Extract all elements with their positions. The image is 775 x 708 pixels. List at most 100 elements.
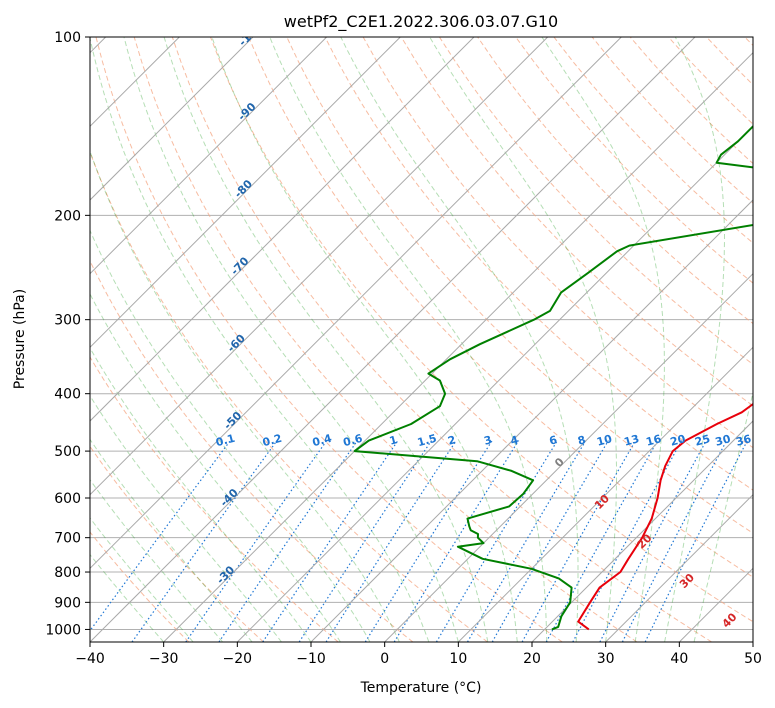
x-tick-label: −20 [223,651,253,667]
x-tick-label: 40 [670,651,688,667]
mixing-ratio-line [393,440,520,642]
y-axis-ticks: 1000 900 800 700 600 500 400 300 200 100 [45,30,90,638]
mixing-ratio-line [644,440,748,642]
x-tick-label: −10 [296,651,326,667]
isotherm-label: -70 [228,254,251,277]
y-tick-label: 300 [54,313,81,329]
moist-adiabat [664,37,725,642]
moist-adiabat [163,37,489,642]
mixing-ratio-line [491,440,609,642]
moist-adiabat-label: 40 [720,610,740,630]
isotherm [90,37,475,422]
mixing-ratio-label: 20 [669,432,687,449]
x-tick-label: −30 [149,651,179,667]
isotherm-label: -80 [232,177,255,200]
mixing-ratio-label: 16 [645,432,663,449]
dry-adiabat [477,37,753,325]
mixing-ratio-lines [90,440,748,642]
dry-adiabat [90,150,488,642]
mixing-ratio-label: 30 [714,432,732,449]
isotherm [678,567,753,642]
y-tick-label: 100 [54,30,81,46]
y-tick-label: 400 [54,387,81,403]
isotherm [163,51,753,642]
x-tick-label: 10 [449,651,467,667]
isotherm [752,641,753,642]
dry-adiabat [515,37,753,284]
isotherm [236,125,753,642]
mixing-ratio-line [521,440,637,642]
mixing-ratio-line [262,440,399,642]
isotherm [605,493,753,642]
mixing-ratio-label: 13 [623,432,641,449]
dry-adiabat [210,37,753,623]
moist-adiabat [90,292,341,642]
moist-adiabat [211,37,518,642]
profile-series [353,124,753,631]
skewed-isotherms [90,37,753,642]
moist-adiabat-label: 30 [677,571,697,591]
isotherm-label: -40 [218,486,241,509]
dry-adiabat [171,37,712,642]
mixing-ratio-label: 0.2 [261,432,283,450]
dry-adiabat [668,37,753,125]
isotherm [531,420,753,642]
isotherm [90,37,549,496]
isotherm [90,37,401,349]
moist-adiabat [693,390,753,642]
mixing-ratio-line [218,440,358,642]
dry-adiabat [90,259,414,642]
isotherm [457,346,753,642]
mixing-ratio-line [545,440,659,642]
mixing-ratio-line [466,440,587,642]
profile-line [577,402,753,631]
dry-adiabat [706,37,753,86]
mixing-ratio-line [364,440,493,642]
mixing-ratio-label: 1 [388,433,399,448]
mixing-ratio-label: 6 [548,433,559,448]
y-tick-label: 200 [54,208,81,224]
dry-adiabat [438,37,753,366]
moist-adiabat [90,37,430,642]
dry-adiabat [362,37,753,449]
moist-adiabat [90,149,400,642]
dry-adiabat [90,531,190,642]
y-tick-label: 1000 [45,622,81,638]
dry-adiabat [90,445,264,642]
x-tick-label: 30 [597,651,615,667]
x-axis-ticks: −40 −30 −20 −10 0 10 20 30 40 50 [75,642,762,667]
moist-adiabat-label: 10 [592,492,612,512]
isotherm [90,37,254,201]
mixing-ratio-label: 0.4 [311,432,334,450]
moist-adiabat [541,37,665,642]
mixing-ratio-label: 36 [735,432,753,449]
chart-title: wetPf2_C2E1.2022.306.03.07.G10 [284,12,558,32]
mixing-ratio-label: 2 [446,433,457,448]
mixing-ratio-label: 1.5 [416,432,438,450]
dry-adiabats [90,37,753,642]
mixing-ratio-label: 4 [509,433,520,448]
profile-line [353,124,753,631]
moist-adiabat [340,37,579,642]
mixing-ratio-label: 8 [576,433,587,448]
dry-adiabat [95,37,563,642]
y-tick-label: 500 [54,444,81,460]
x-tick-label: 0 [380,651,389,667]
moist-adiabats [90,37,753,642]
isotherm [384,272,753,642]
mixing-ratio-label: 0.6 [342,432,365,450]
x-tick-label: −40 [75,651,105,667]
isotherm-label: -100 [236,20,265,49]
mixing-ratio-label: 0.1 [214,432,236,450]
dry-adiabat [744,37,753,47]
plot-frame [89,36,754,643]
y-tick-label: 700 [54,531,81,547]
mixing-ratio-line [298,440,432,642]
pressure-grid [90,37,753,630]
mixing-ratio-line [572,440,683,642]
y-tick-label: 800 [54,565,81,581]
dry-adiabat [400,37,753,407]
y-tick-label: 900 [54,595,81,611]
dry-adiabat [591,37,753,204]
